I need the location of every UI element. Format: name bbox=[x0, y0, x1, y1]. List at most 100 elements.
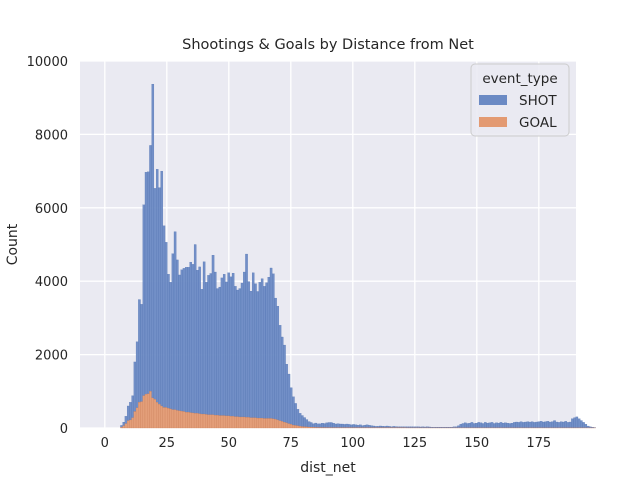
bar-shot bbox=[189, 261, 192, 413]
bar-goal bbox=[303, 426, 306, 429]
bar-shot bbox=[401, 426, 405, 428]
bar-shot bbox=[131, 395, 134, 418]
bar-shot bbox=[359, 424, 362, 428]
bar-shot bbox=[501, 422, 505, 429]
bar-goal bbox=[198, 413, 201, 429]
bar-goal bbox=[182, 411, 186, 429]
bar-goal bbox=[292, 424, 295, 429]
bar-goal bbox=[126, 420, 130, 429]
bar-goal bbox=[238, 416, 242, 429]
bar-shot bbox=[176, 259, 179, 411]
bar-goal bbox=[234, 416, 237, 429]
bar-goal bbox=[124, 423, 128, 429]
bar-goal bbox=[247, 417, 251, 429]
bar-shot bbox=[336, 423, 340, 428]
bar-goal bbox=[256, 417, 259, 429]
bar-shot bbox=[285, 364, 288, 423]
bar-shot bbox=[144, 172, 148, 395]
bar-shot bbox=[278, 325, 282, 421]
bar-shot bbox=[126, 405, 130, 421]
bar-goal bbox=[287, 423, 291, 429]
bar-goal bbox=[171, 409, 175, 429]
bar-goal bbox=[138, 402, 141, 429]
bar-shot bbox=[301, 415, 304, 427]
bar-goal bbox=[140, 401, 143, 429]
bar-shot bbox=[218, 286, 221, 416]
bar-shot bbox=[287, 373, 291, 424]
bar-goal bbox=[147, 393, 150, 429]
bar-goal bbox=[180, 410, 184, 429]
bar-shot bbox=[222, 274, 226, 416]
bar-shot bbox=[214, 271, 217, 416]
bar-shot bbox=[560, 421, 563, 429]
bar-shot bbox=[303, 417, 306, 427]
bar-shot bbox=[571, 418, 574, 429]
bar-shot bbox=[374, 426, 378, 428]
bar-shot bbox=[379, 425, 382, 428]
bar-shot bbox=[410, 426, 413, 429]
bar-shot bbox=[341, 423, 344, 428]
bar-shot bbox=[162, 225, 166, 408]
y-tick-label: 8000 bbox=[35, 128, 68, 143]
bar-shot bbox=[555, 421, 559, 429]
bar-goal bbox=[314, 427, 317, 429]
bar-shot bbox=[361, 425, 364, 428]
bar-shot bbox=[497, 422, 500, 429]
bar-shot bbox=[417, 426, 420, 429]
bar-goal bbox=[164, 407, 168, 429]
bar-shot bbox=[149, 145, 152, 392]
bar-shot bbox=[254, 283, 257, 418]
bar-shot bbox=[481, 423, 485, 429]
bar-shot bbox=[202, 261, 206, 415]
bar-shot bbox=[490, 422, 494, 429]
bar-goal bbox=[218, 415, 221, 429]
bar-shot bbox=[493, 423, 496, 429]
bar-goal bbox=[310, 427, 313, 429]
bar-shot bbox=[580, 420, 583, 429]
bar-goal bbox=[196, 413, 199, 429]
bar-shot bbox=[553, 420, 556, 429]
bar-goal bbox=[122, 425, 126, 429]
bar-shot bbox=[330, 422, 333, 428]
bar-shot bbox=[140, 304, 143, 402]
bar-shot bbox=[510, 422, 514, 429]
bar-goal bbox=[169, 408, 172, 429]
bar-shot bbox=[459, 424, 463, 429]
bar-goal bbox=[274, 419, 277, 429]
bar-shot bbox=[506, 422, 509, 429]
bar-goal bbox=[283, 422, 286, 429]
bar-goal bbox=[178, 410, 181, 429]
bar-shot bbox=[281, 336, 284, 422]
bar-shot bbox=[392, 426, 396, 428]
bar-shot bbox=[238, 288, 242, 418]
bar-shot bbox=[314, 422, 317, 428]
bar-goal bbox=[220, 415, 224, 429]
bar-shot bbox=[414, 426, 418, 429]
bar-shot bbox=[412, 426, 416, 429]
bar-goal bbox=[135, 407, 139, 429]
bar-goal bbox=[225, 415, 228, 429]
bar-goal bbox=[312, 427, 315, 429]
bar-shot bbox=[399, 426, 402, 428]
bar-shot bbox=[196, 270, 199, 414]
bar-shot bbox=[124, 416, 128, 424]
bar-shot bbox=[551, 421, 554, 429]
bar-shot bbox=[390, 426, 393, 428]
bar-shot bbox=[477, 422, 480, 429]
histogram-bars bbox=[120, 83, 596, 429]
bar-shot bbox=[464, 422, 467, 429]
legend-swatch-goal bbox=[479, 117, 507, 127]
bar-goal bbox=[187, 412, 190, 429]
bar-shot bbox=[544, 421, 547, 429]
bar-shot bbox=[318, 423, 322, 428]
bar-shot bbox=[452, 426, 456, 429]
bar-goal bbox=[245, 417, 248, 429]
bar-goal bbox=[207, 414, 210, 429]
bar-shot bbox=[499, 422, 503, 429]
bar-goal bbox=[240, 416, 244, 429]
bar-shot bbox=[365, 424, 369, 428]
bar-shot bbox=[548, 421, 552, 429]
bar-shot bbox=[133, 361, 137, 412]
bar-shot bbox=[305, 419, 309, 428]
bar-shot bbox=[236, 289, 239, 417]
